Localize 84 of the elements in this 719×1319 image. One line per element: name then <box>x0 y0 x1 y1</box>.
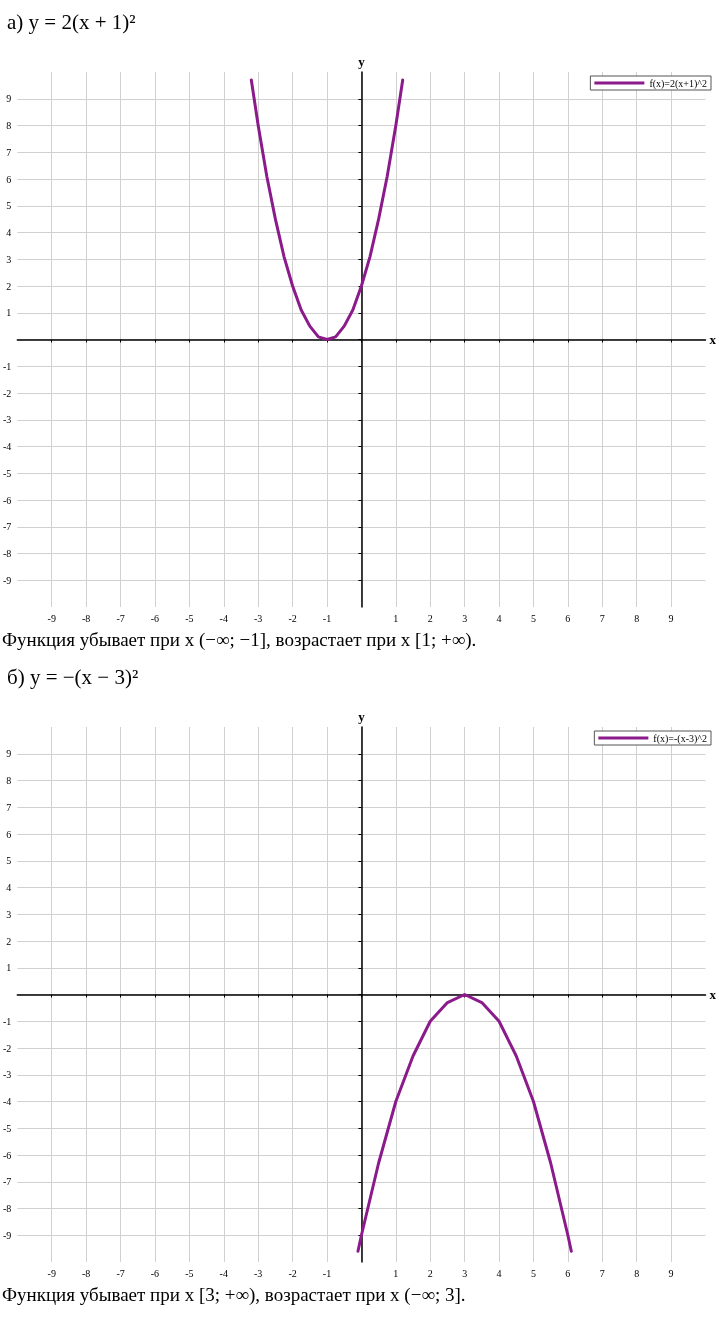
y-tick-label: -5 <box>2 1122 12 1134</box>
y-tick-label: 2 <box>6 935 12 947</box>
legend-label: f(x)=-(x-3)^2 <box>653 732 708 745</box>
x-tick-label: -6 <box>150 1267 160 1279</box>
x-tick-label: 5 <box>530 612 536 624</box>
x-tick-label: 2 <box>427 612 433 624</box>
x-tick-label: -2 <box>288 1267 297 1279</box>
x-tick-label: -8 <box>81 1267 91 1279</box>
x-tick-label: -4 <box>219 612 228 624</box>
y-tick-label: -5 <box>2 467 12 479</box>
x-tick-label: -8 <box>81 612 91 624</box>
x-tick-label: 3 <box>462 1267 468 1279</box>
x-tick-label: 8 <box>634 1267 640 1279</box>
y-tick-label: -9 <box>2 574 12 586</box>
y-tick-label: -7 <box>2 1176 12 1188</box>
chart-title: б) y = −(x − 3)² <box>7 664 139 689</box>
y-tick-label: 7 <box>6 146 12 158</box>
chart-title: а) y = 2(x + 1)² <box>7 9 136 34</box>
x-tick-label: 3 <box>462 612 468 624</box>
x-tick-label: -5 <box>185 612 194 624</box>
x-tick-label: 7 <box>599 1267 605 1279</box>
y-tick-label: -7 <box>2 521 12 533</box>
x-tick-label: -9 <box>47 1267 56 1279</box>
y-tick-label: -9 <box>2 1229 12 1241</box>
y-tick-label: 9 <box>6 93 12 105</box>
x-tick-label: 6 <box>565 1267 571 1279</box>
text: Функция убывает при x (−∞; −1], возрастает при x [1; +∞). <box>2 629 477 651</box>
y-tick-label: -3 <box>2 1069 12 1081</box>
text: Функция убывает при x [3; +∞), возрастает при x (−∞; 3]. <box>2 1284 466 1306</box>
x-tick-label: 1 <box>393 612 399 624</box>
x-tick-label: -9 <box>47 612 56 624</box>
x-tick-label: 8 <box>634 612 640 624</box>
y-tick-label: 1 <box>6 962 12 974</box>
y-tick-label: 3 <box>6 908 12 920</box>
x-tick-label: 6 <box>565 612 571 624</box>
legend-label: f(x)=2(x+1)^2 <box>649 77 707 90</box>
y-axis-title: y <box>358 709 366 724</box>
x-tick-label: -3 <box>254 612 263 624</box>
y-tick-label: 4 <box>6 882 12 893</box>
y-tick-label: -8 <box>2 1203 12 1214</box>
x-tick-label: -7 <box>116 1267 125 1279</box>
x-tick-label: -6 <box>150 612 160 624</box>
x-axis-title: x <box>709 987 717 1002</box>
x-tick-label: 7 <box>599 612 605 624</box>
y-tick-label: -8 <box>2 548 12 559</box>
y-tick-label: -1 <box>2 360 12 372</box>
x-axis-title: x <box>709 332 717 347</box>
x-tick-label: 5 <box>530 1267 536 1279</box>
y-tick-label: 6 <box>6 828 12 840</box>
line-series <box>249 78 405 341</box>
x-tick-label: -1 <box>322 612 332 624</box>
y-tick-label: 2 <box>6 280 12 292</box>
y-tick-label: -4 <box>2 1096 12 1107</box>
x-tick-label: -4 <box>219 1267 228 1279</box>
y-tick-label: 9 <box>6 748 12 760</box>
y-tick-label: -3 <box>2 414 12 426</box>
line-series <box>356 993 573 1253</box>
y-tick-label: 7 <box>6 801 12 813</box>
y-tick-label: -6 <box>2 1149 12 1161</box>
y-tick-label: -2 <box>2 1042 12 1054</box>
x-tick-label: -1 <box>322 1267 332 1279</box>
x-tick-label: -3 <box>254 1267 263 1279</box>
x-tick-label: 4 <box>496 1267 502 1279</box>
y-tick-label: 1 <box>6 307 12 319</box>
y-tick-label: 6 <box>6 173 12 185</box>
y-tick-label: -6 <box>2 494 12 506</box>
y-tick-label: 8 <box>6 775 12 786</box>
x-tick-label: 9 <box>668 1267 674 1279</box>
y-tick-label: 3 <box>6 253 12 265</box>
x-tick-label: 1 <box>393 1267 399 1279</box>
y-tick-label: 5 <box>6 855 12 867</box>
y-tick-label: -2 <box>2 387 12 399</box>
y-tick-label: 8 <box>6 120 12 131</box>
y-axis-title: y <box>358 54 366 69</box>
x-tick-label: -7 <box>116 612 125 624</box>
x-tick-label: -5 <box>185 1267 194 1279</box>
y-tick-label: 5 <box>6 200 12 212</box>
y-tick-label: -4 <box>2 441 12 452</box>
x-tick-label: -2 <box>288 612 297 624</box>
x-tick-label: 2 <box>427 1267 433 1279</box>
y-tick-label: -1 <box>2 1015 12 1027</box>
x-tick-label: 4 <box>496 612 502 624</box>
y-tick-label: 4 <box>6 227 12 238</box>
x-tick-label: 9 <box>668 612 674 624</box>
